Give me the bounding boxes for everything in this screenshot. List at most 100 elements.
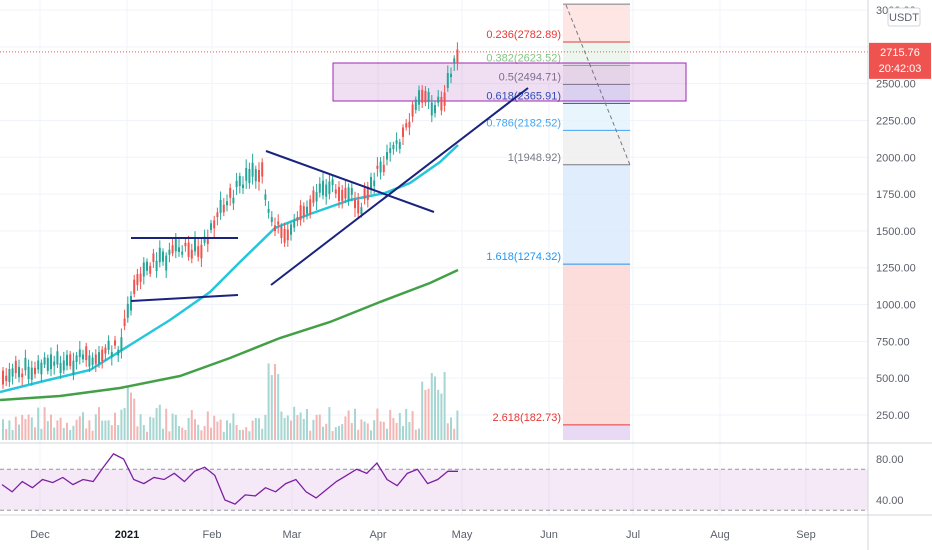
y-tick-label: 750.00	[876, 336, 910, 348]
rsi-tick-label: 40.00	[876, 495, 904, 507]
triangle-lower-line[interactable]	[270, 87, 529, 286]
candle	[238, 176, 241, 186]
candle	[229, 187, 232, 198]
x-tick-label: Mar	[283, 529, 302, 541]
volume-bar	[395, 423, 398, 440]
fib-zone	[563, 4, 630, 42]
volume-bar	[136, 426, 139, 440]
candle	[53, 361, 56, 366]
candle	[8, 369, 11, 383]
candle	[299, 205, 302, 221]
volume-bar	[101, 420, 104, 440]
candle	[34, 367, 36, 375]
volume-bar	[405, 408, 408, 440]
y-tick-label: 2250.00	[876, 115, 916, 127]
volume-bar	[72, 425, 75, 440]
candle	[290, 224, 292, 235]
candle	[248, 168, 251, 184]
candle	[110, 351, 113, 358]
candle	[283, 228, 286, 243]
volume-bar	[37, 407, 40, 440]
candle	[315, 192, 318, 202]
y-tick-label: 500.00	[876, 373, 910, 385]
volume-bar	[424, 389, 427, 440]
y-tick-label: 2000.00	[876, 152, 916, 164]
candle	[30, 367, 33, 380]
volume-bar	[322, 426, 324, 440]
rsi-tick-label: 80.00	[876, 454, 904, 466]
candle	[418, 90, 420, 105]
fib-zone	[563, 65, 630, 85]
volume-bar	[344, 416, 347, 440]
triangle-upper-line[interactable]	[265, 150, 435, 213]
candle	[277, 221, 280, 225]
candle	[165, 255, 168, 271]
candle	[382, 164, 385, 173]
candle	[178, 247, 180, 252]
candle	[104, 347, 107, 354]
candle	[194, 238, 196, 252]
x-tick-label: May	[452, 529, 473, 541]
currency-badge[interactable]	[887, 7, 921, 27]
volume-bar	[14, 416, 17, 440]
volume-bar	[82, 412, 84, 440]
x-tick-label: Jun	[540, 529, 558, 541]
volume-bar	[238, 429, 241, 440]
volume-bar	[251, 420, 254, 440]
volume-bar	[350, 423, 353, 440]
volume-bar	[366, 423, 369, 440]
volume-bar	[203, 426, 206, 440]
resistance-zone[interactable]	[332, 62, 687, 102]
flag-bottom-line[interactable]	[130, 294, 239, 302]
candle	[251, 162, 254, 177]
candle	[117, 349, 120, 356]
volume-bar	[232, 413, 235, 440]
volume-bar	[110, 425, 113, 440]
candle	[50, 354, 52, 370]
volume-bar	[331, 431, 334, 440]
volume-bar	[133, 398, 136, 440]
candle	[328, 181, 331, 195]
volume-bar	[222, 431, 225, 440]
candle	[322, 180, 324, 196]
candle	[302, 206, 305, 217]
volume-bar	[94, 414, 97, 440]
volume-bar	[226, 420, 228, 440]
candle	[24, 357, 27, 371]
volume-bar	[24, 419, 27, 440]
volume-bar	[248, 431, 251, 440]
volume-bar	[194, 419, 196, 440]
volume-bar	[443, 371, 446, 440]
candle	[136, 274, 139, 285]
x-tick-label: Feb	[203, 529, 222, 541]
volume-bar	[411, 411, 414, 440]
candle	[427, 91, 430, 103]
candle	[187, 242, 190, 257]
volume-bar	[450, 417, 452, 440]
candle	[450, 73, 452, 78]
fib-label: 0.786(2182.52)	[486, 117, 561, 129]
volume-bar	[338, 425, 340, 440]
volume-bar	[376, 408, 379, 440]
candle	[155, 260, 158, 272]
volume-bar	[277, 374, 280, 440]
volume-bar	[190, 410, 193, 440]
candle	[261, 162, 264, 177]
volume-bar	[398, 412, 401, 440]
volume-bar	[21, 414, 24, 440]
volume-bar	[2, 419, 4, 440]
candle	[168, 249, 171, 255]
candle	[206, 237, 209, 245]
volume-bar	[389, 409, 392, 440]
candle	[366, 186, 369, 200]
volume-bar	[274, 363, 276, 440]
candle	[440, 96, 443, 111]
volume-bar	[5, 428, 8, 440]
candle	[98, 352, 100, 364]
candle	[309, 199, 312, 214]
candle	[376, 165, 379, 169]
y-tick-label: 1750.00	[876, 189, 916, 201]
y-tick-label: 250.00	[876, 410, 910, 422]
